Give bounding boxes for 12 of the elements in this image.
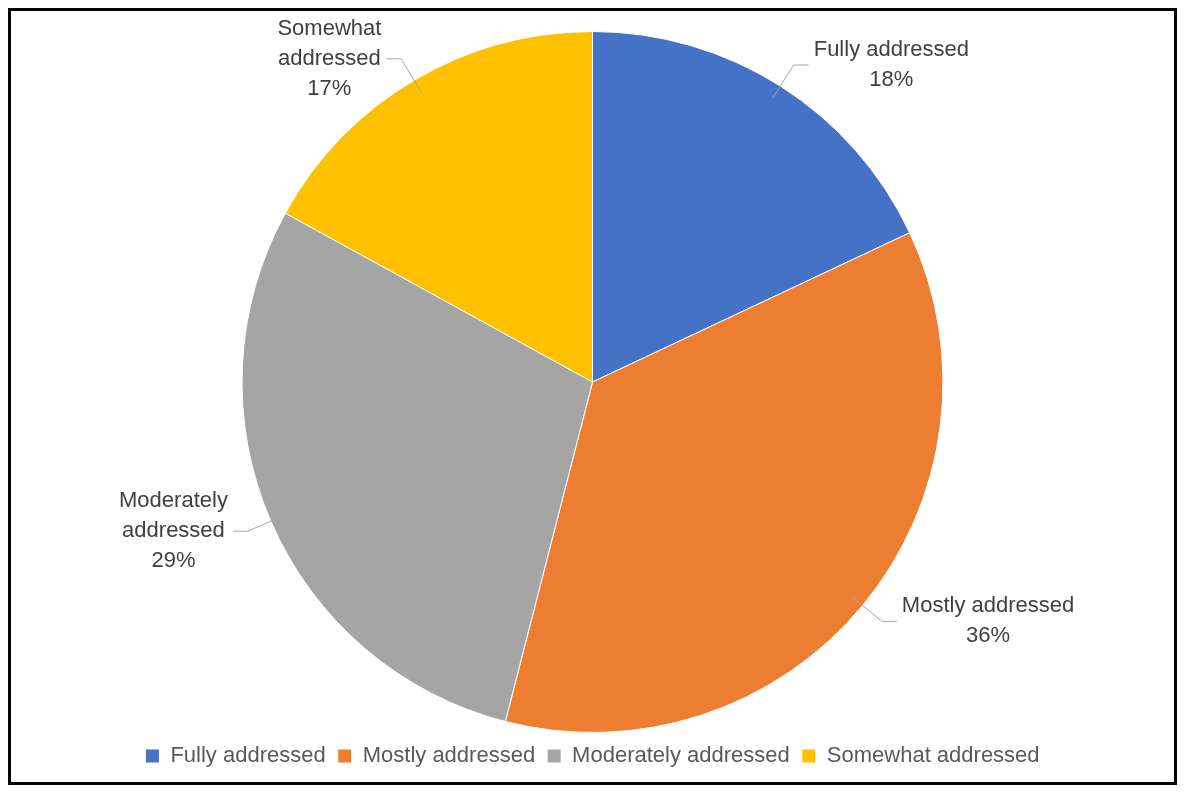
- slice-label: Fully addressed: [813, 36, 970, 62]
- data-label: 18%: [869, 66, 914, 92]
- data-label: 29%: [151, 547, 196, 573]
- data-label: 36%: [966, 622, 1011, 648]
- legend-label: Somewhat addressed: [826, 742, 1040, 768]
- legend-label: Mostly addressed: [362, 742, 536, 768]
- slice-label: Mostly addressed: [901, 592, 1075, 618]
- slice-label: Moderately addressed: [119, 487, 228, 543]
- legend-label: Moderately addressed: [572, 742, 790, 768]
- data-label: 17%: [307, 74, 352, 100]
- slice-label: Somewhat addressed: [277, 14, 382, 70]
- legend-label: Fully addressed: [170, 742, 326, 768]
